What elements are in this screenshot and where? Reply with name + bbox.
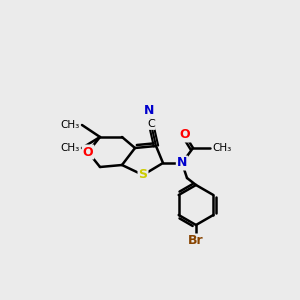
Text: CH₃: CH₃ [61, 143, 80, 153]
Text: C: C [147, 119, 155, 129]
Text: O: O [180, 128, 190, 142]
Text: S: S [139, 169, 148, 182]
Text: N: N [144, 104, 154, 118]
Text: CH₃: CH₃ [212, 143, 231, 153]
Text: N: N [177, 157, 187, 169]
Text: CH₃: CH₃ [61, 120, 80, 130]
Text: O: O [83, 146, 93, 158]
Text: Br: Br [188, 235, 204, 248]
